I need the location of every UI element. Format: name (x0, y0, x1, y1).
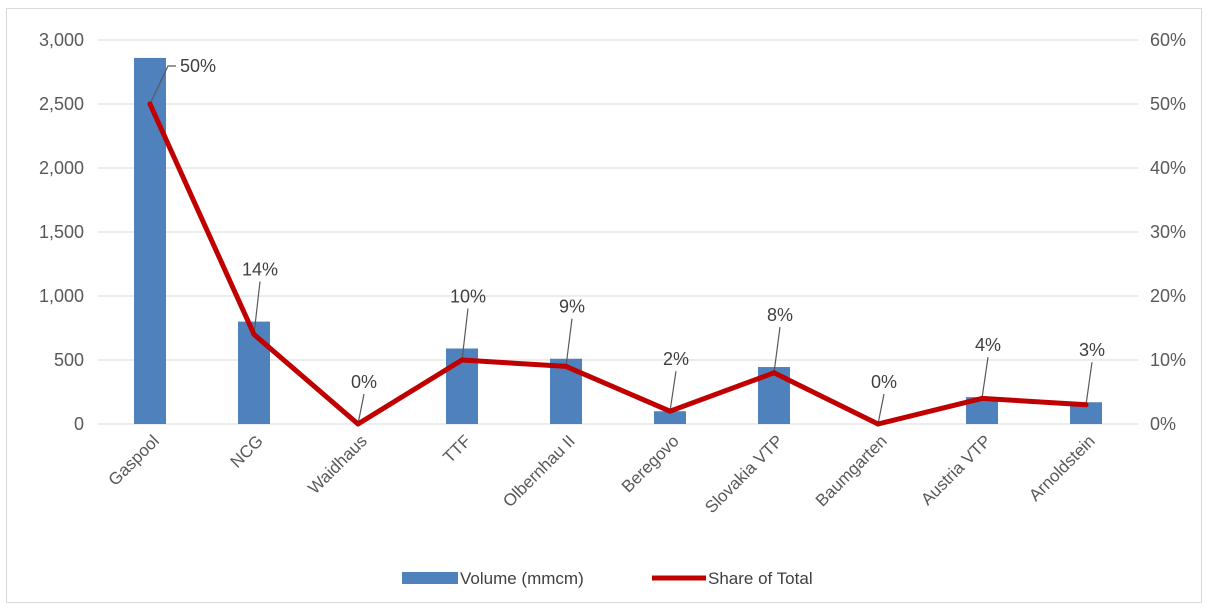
right-tick-label: 30% (1150, 222, 1186, 242)
left-tick-label: 1,500 (39, 222, 84, 242)
label-leader (877, 393, 885, 425)
category-label: TTF (439, 431, 474, 466)
category-label: Olbernhau II (499, 431, 579, 511)
category-label: Beregovo (618, 431, 683, 496)
chart-frame (6, 8, 1202, 603)
right-tick-label: 0% (1150, 414, 1176, 434)
legend: Volume (mmcm) Share of Total (402, 569, 813, 588)
share-data-label: 2% (663, 349, 689, 369)
label-leader (357, 393, 365, 425)
volume-bar (134, 57, 166, 425)
right-tick-label: 50% (1150, 94, 1186, 114)
right-tick-label: 60% (1150, 30, 1186, 50)
left-tick-label: 0 (74, 414, 84, 434)
right-tick-label: 10% (1150, 350, 1186, 370)
share-data-label: 0% (871, 372, 897, 392)
left-tick-label: 2,000 (39, 158, 84, 178)
label-leader (773, 326, 781, 373)
share-point (875, 421, 881, 427)
volume-bar (654, 411, 686, 424)
legend-swatch-volume (402, 572, 458, 584)
share-point (667, 408, 673, 414)
category-label: Waidhaus (304, 431, 370, 497)
share-point (771, 370, 777, 376)
label-leader (461, 308, 469, 361)
label-leader (149, 65, 176, 105)
volume-bars (134, 57, 1102, 425)
right-tick-label: 20% (1150, 286, 1186, 306)
share-point (1083, 402, 1089, 408)
share-point (147, 101, 153, 107)
left-tick-label: 3,000 (39, 30, 84, 50)
share-point (459, 357, 465, 363)
share-point (355, 421, 361, 427)
left-tick-label: 1,000 (39, 286, 84, 306)
share-data-label: 50% (180, 56, 216, 76)
share-data-label: 8% (767, 305, 793, 325)
category-label: Slovakia VTP (701, 431, 787, 517)
share-data-label: 0% (351, 372, 377, 392)
label-leader (565, 318, 573, 367)
legend-label-volume: Volume (mmcm) (460, 569, 584, 588)
right-tick-label: 40% (1150, 158, 1186, 178)
gridlines (98, 39, 1138, 425)
label-leader (1085, 362, 1093, 405)
left-tick-label: 2,500 (39, 94, 84, 114)
label-leader (981, 357, 989, 399)
share-point (563, 363, 569, 369)
share-data-label: 4% (975, 335, 1001, 355)
left-tick-label: 500 (54, 350, 84, 370)
share-line (147, 101, 1089, 427)
category-label: NCG (227, 431, 267, 471)
volume-bar (1070, 402, 1102, 424)
volume-bar (238, 321, 270, 424)
axes: 0 0% 500 10% 1,000 20% 1,500 30% 2,000 40% 2,500 50… (39, 30, 1186, 517)
category-label: Baumgarten (812, 431, 891, 510)
share-point (979, 395, 985, 401)
data-labels: 50% 14% 0% 10% 9% 2% 8% 0% 4% 3% (180, 56, 1105, 392)
label-leader (669, 371, 677, 412)
share-data-label: 10% (450, 286, 486, 306)
label-leader (253, 281, 261, 335)
category-label: Arnoldstein (1025, 431, 1099, 505)
label-leader-lines (149, 65, 1093, 425)
share-data-label: 3% (1079, 340, 1105, 360)
share-line-path (147, 101, 1089, 427)
share-data-label: 9% (559, 297, 585, 317)
share-point (251, 331, 257, 337)
category-label: Gaspool (105, 431, 163, 489)
legend-label-share: Share of Total (708, 569, 813, 588)
category-label: Austria VTP (917, 431, 995, 509)
share-data-label: 14% (242, 260, 278, 280)
